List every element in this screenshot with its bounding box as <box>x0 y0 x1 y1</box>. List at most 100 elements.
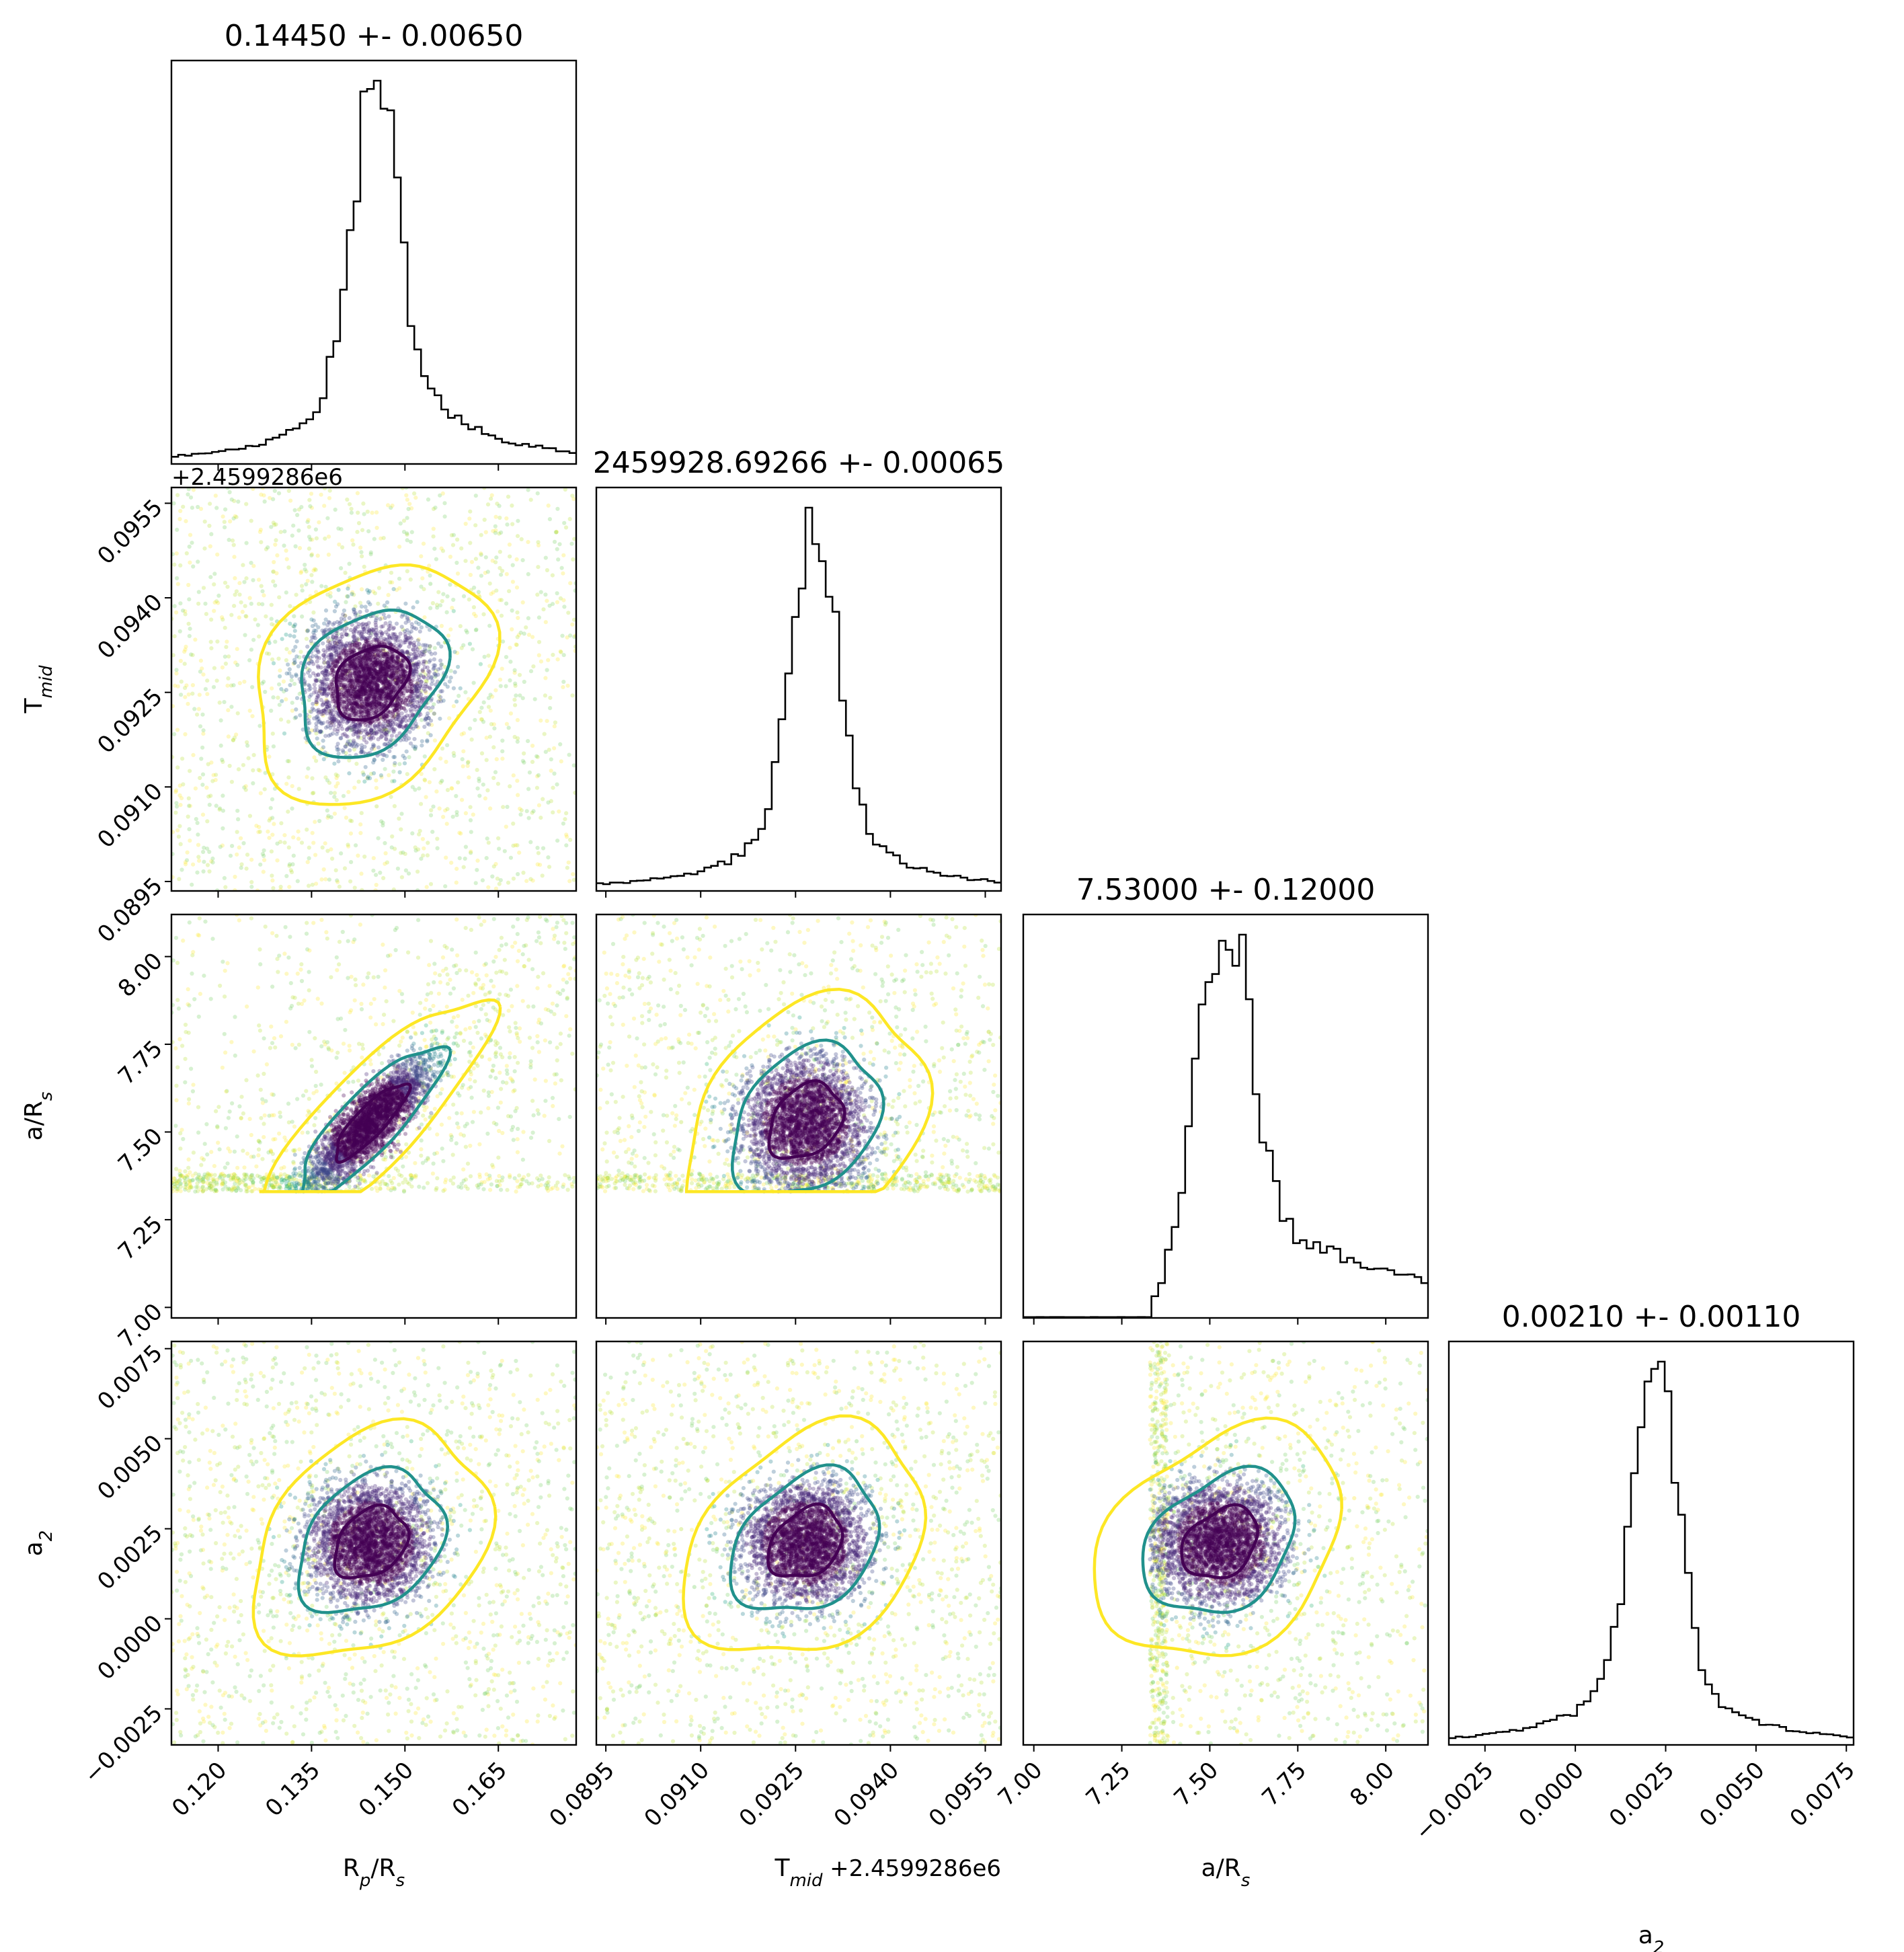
sample-point <box>175 765 180 770</box>
sample-point <box>243 784 248 789</box>
sample-point <box>350 659 354 664</box>
sample-point <box>319 697 323 702</box>
sample-point <box>475 768 479 773</box>
sample-point <box>515 843 520 848</box>
sample-point <box>439 1122 444 1127</box>
sample-point <box>399 679 404 684</box>
sample-point <box>371 589 376 594</box>
sample-point <box>310 830 315 835</box>
sample-point <box>307 668 312 673</box>
sample-point <box>511 876 516 881</box>
sample-point <box>387 730 391 734</box>
sample-point <box>301 1093 306 1098</box>
sample-point <box>348 748 352 752</box>
sample-point <box>461 865 466 869</box>
sample-point <box>510 563 515 568</box>
sample-point <box>559 759 563 764</box>
sample-point <box>304 1089 309 1093</box>
sample-point <box>367 689 372 693</box>
sample-point <box>335 880 340 884</box>
sample-point <box>250 685 255 689</box>
sample-point <box>171 704 175 709</box>
sample-point <box>374 702 379 707</box>
sample-point <box>371 654 376 660</box>
sample-point <box>403 621 408 625</box>
sample-point <box>504 572 509 576</box>
sample-point <box>258 862 263 867</box>
sample-point <box>345 699 350 703</box>
sample-point <box>477 777 481 781</box>
sample-point <box>385 641 389 646</box>
sample-point <box>288 621 292 626</box>
sample-point <box>490 874 495 879</box>
sample-point <box>415 695 420 699</box>
sample-point <box>424 795 428 799</box>
sample-point <box>355 685 360 689</box>
sample-point <box>305 1130 310 1135</box>
sample-point <box>368 696 372 701</box>
sample-point <box>315 659 319 664</box>
sample-point <box>309 728 315 733</box>
sample-point <box>422 846 426 851</box>
sample-point <box>530 810 534 815</box>
sample-point <box>274 538 278 543</box>
sample-point <box>454 793 459 798</box>
sample-point <box>368 1015 373 1020</box>
sample-point <box>262 1071 266 1077</box>
sample-point <box>327 488 332 493</box>
sample-point <box>431 1161 436 1166</box>
sample-point <box>307 698 311 703</box>
sample-point <box>374 688 379 693</box>
sample-point <box>332 761 337 766</box>
sample-point <box>369 689 374 693</box>
sample-point <box>249 648 253 652</box>
sample-point <box>376 601 381 606</box>
sample-point <box>543 693 548 698</box>
sample-point <box>353 612 358 617</box>
sample-point <box>262 1036 266 1041</box>
sample-point <box>414 724 420 729</box>
sample-point <box>430 682 434 687</box>
sample-point <box>391 718 397 723</box>
sample-point <box>342 652 346 656</box>
sample-point <box>313 648 318 652</box>
sample-point <box>428 733 433 738</box>
sample-point <box>351 732 356 737</box>
sample-point <box>526 633 532 637</box>
sample-point <box>373 725 378 730</box>
sample-point <box>286 662 290 667</box>
sample-point <box>382 752 387 758</box>
sample-point <box>348 713 354 717</box>
sample-point <box>303 567 307 572</box>
sample-point <box>437 973 442 978</box>
sample-point <box>370 510 374 515</box>
sample-point <box>374 695 379 699</box>
sample-point <box>412 684 417 689</box>
sample-point <box>530 635 535 639</box>
sample-point <box>349 506 354 511</box>
sample-point <box>315 695 319 700</box>
sample-point <box>395 676 400 680</box>
sample-point <box>362 734 366 739</box>
sample-point <box>336 747 341 752</box>
sample-point <box>516 615 520 621</box>
sample-point <box>561 653 566 658</box>
sample-point <box>401 850 405 855</box>
sample-point <box>282 543 286 548</box>
sample-point <box>504 824 508 829</box>
sample-point <box>405 569 409 574</box>
sample-point <box>495 609 500 614</box>
sample-point <box>282 689 286 694</box>
sample-point <box>305 860 310 865</box>
sample-point <box>379 680 385 685</box>
sample-point <box>362 677 366 682</box>
sample-point <box>379 635 383 640</box>
sample-point <box>366 677 370 682</box>
sample-point <box>388 679 393 684</box>
sample-point <box>350 538 355 543</box>
sample-point <box>177 1037 182 1042</box>
sample-point <box>571 877 576 882</box>
sample-point <box>354 701 358 706</box>
sample-point <box>389 674 393 679</box>
sample-point <box>498 877 503 883</box>
